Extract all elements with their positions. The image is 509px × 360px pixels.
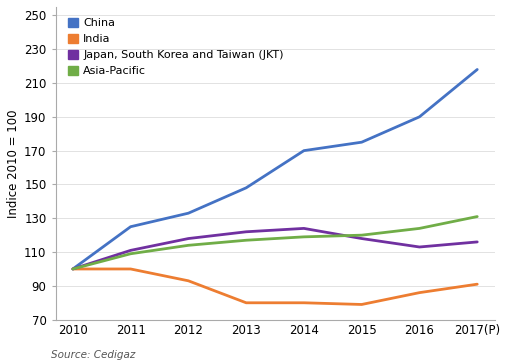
Text: Source: Cedigaz: Source: Cedigaz (51, 350, 135, 360)
Asia-Pacific (416, 226, 422, 230)
Y-axis label: Indice 2010 = 100: Indice 2010 = 100 (7, 109, 20, 217)
Asia-Pacific (301, 235, 307, 239)
Asia-Pacific (474, 215, 480, 219)
Legend: China, India, Japan, South Korea and Taiwan (JKT), Asia-Pacific: China, India, Japan, South Korea and Tai… (66, 15, 286, 78)
Japan, South Korea and Taiwan (JKT) (128, 248, 134, 252)
Japan, South Korea and Taiwan (JKT) (474, 240, 480, 244)
China (474, 67, 480, 72)
Japan, South Korea and Taiwan (JKT) (359, 237, 365, 241)
Japan, South Korea and Taiwan (JKT) (185, 237, 191, 241)
India (243, 301, 249, 305)
Asia-Pacific (359, 233, 365, 237)
China (416, 115, 422, 119)
Japan, South Korea and Taiwan (JKT) (301, 226, 307, 230)
Japan, South Korea and Taiwan (JKT) (70, 267, 76, 271)
Asia-Pacific (70, 267, 76, 271)
Line: China: China (73, 69, 477, 269)
India (128, 267, 134, 271)
China (128, 225, 134, 229)
China (70, 267, 76, 271)
India (185, 279, 191, 283)
China (185, 211, 191, 215)
Asia-Pacific (243, 238, 249, 242)
Japan, South Korea and Taiwan (JKT) (243, 230, 249, 234)
India (301, 301, 307, 305)
India (416, 291, 422, 295)
Asia-Pacific (128, 252, 134, 256)
India (70, 267, 76, 271)
Asia-Pacific (185, 243, 191, 247)
Line: Japan, South Korea and Taiwan (JKT): Japan, South Korea and Taiwan (JKT) (73, 228, 477, 269)
India (359, 302, 365, 307)
Line: Asia-Pacific: Asia-Pacific (73, 217, 477, 269)
Line: India: India (73, 269, 477, 305)
India (474, 282, 480, 286)
China (301, 148, 307, 153)
Japan, South Korea and Taiwan (JKT) (416, 245, 422, 249)
China (243, 186, 249, 190)
China (359, 140, 365, 144)
